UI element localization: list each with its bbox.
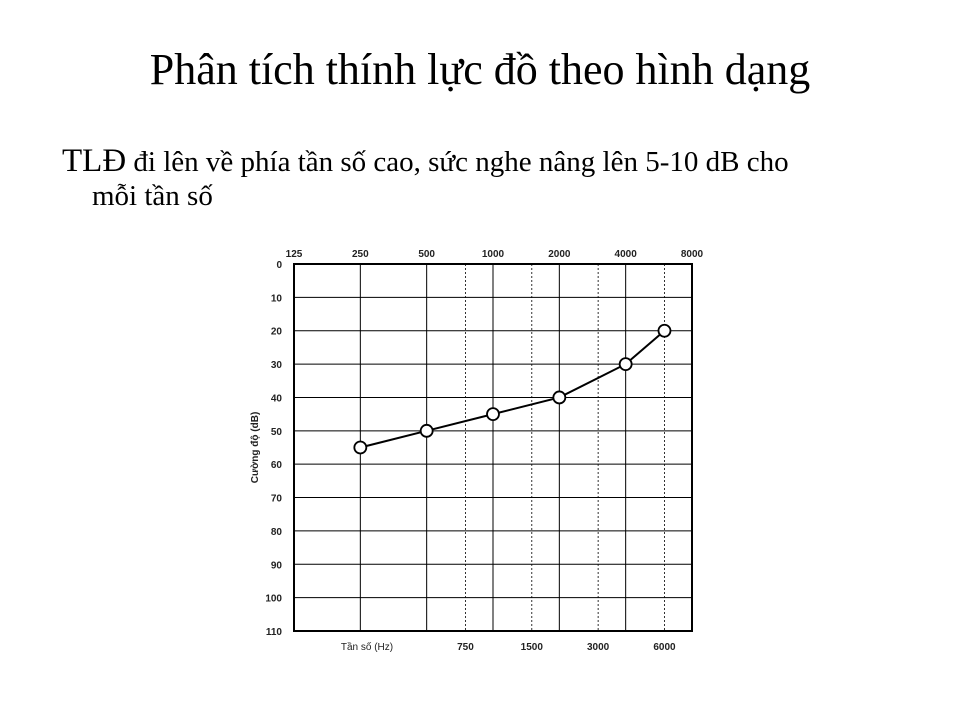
x-tick-label-octave: 8000 — [681, 249, 704, 260]
slide-title: Phân tích thính lực đồ theo hình dạng — [149, 45, 811, 94]
y-tick-label: 20 — [271, 327, 283, 338]
x-tick-label-interoctave: 1500 — [521, 642, 544, 653]
y-tick-label: 50 — [271, 427, 283, 438]
y-axis-label: Cường độ (dB) — [250, 412, 261, 484]
x-tick-label-octave: 2000 — [548, 249, 571, 260]
y-tick-label: 110 — [266, 627, 283, 638]
bullet-text: TLĐ đi lên về phía tần số cao, sức nghe … — [62, 144, 922, 213]
y-tick-label: 100 — [265, 594, 282, 605]
data-point-marker — [618, 357, 633, 371]
y-tick-label: 10 — [271, 293, 283, 304]
y-tick-label: 60 — [271, 460, 283, 471]
x-tick-label-octave: 4000 — [615, 249, 638, 260]
data-point-marker — [657, 323, 672, 338]
x-axis-label: Tần số (Hz) — [341, 641, 393, 653]
bullet-line-1: đi lên về phía tần số cao, sức nghe nâng… — [126, 146, 789, 178]
bullet-line-2: mỗi tần số — [92, 180, 213, 212]
plot-frame — [293, 263, 693, 632]
y-tick-label: 90 — [271, 560, 283, 571]
bullet-lead: TLĐ — [62, 143, 127, 179]
x-tick-label-octave: 250 — [352, 249, 369, 260]
y-tick-label: 70 — [271, 494, 283, 505]
x-tick-label-interoctave: 6000 — [653, 642, 676, 653]
x-tick-label-interoctave: 750 — [457, 642, 474, 653]
y-tick-label: 80 — [271, 527, 283, 538]
x-tick-label-octave: 1000 — [482, 249, 505, 260]
data-point-marker — [486, 407, 500, 422]
data-point-marker — [552, 390, 567, 405]
x-tick-label-interoctave: 3000 — [587, 642, 610, 653]
x-tick-label-octave: 125 — [286, 249, 303, 260]
y-tick-label: 30 — [271, 360, 283, 371]
y-tick-label: 40 — [271, 393, 283, 404]
y-tick-label: 0 — [276, 260, 282, 271]
x-tick-label-octave: 500 — [418, 249, 435, 260]
data-point-marker — [353, 440, 368, 455]
series-line — [360, 329, 666, 449]
data-point-marker — [419, 423, 434, 438]
